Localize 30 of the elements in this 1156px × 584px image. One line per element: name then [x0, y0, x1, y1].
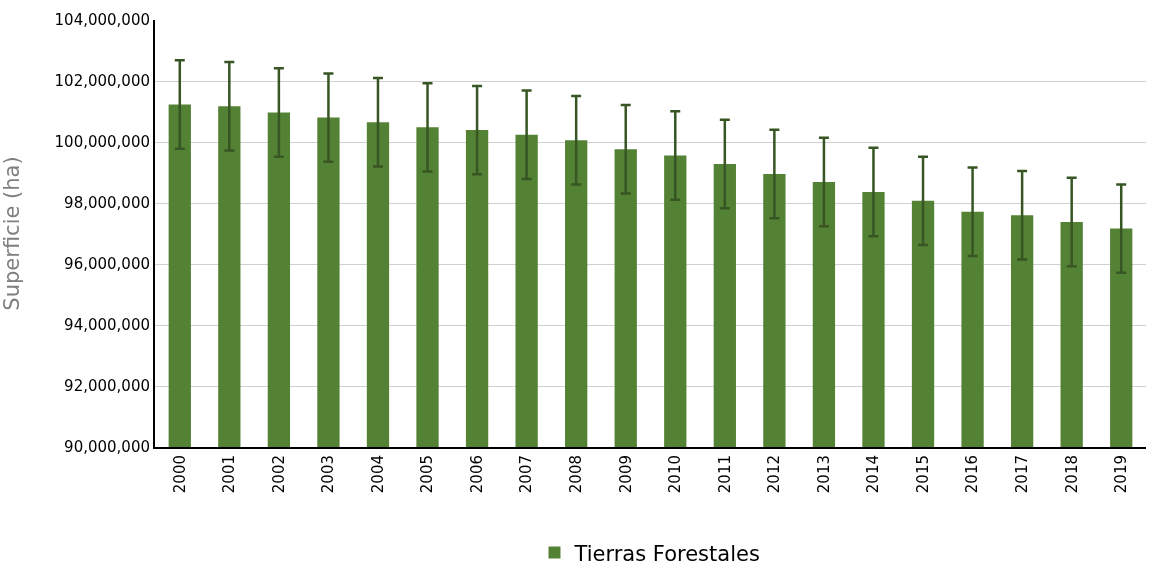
legend-label: Tierras Forestales — [573, 541, 760, 566]
y-axis-title: Superficie (ha) — [0, 156, 24, 311]
y-tick-label: 100,000,000 — [54, 133, 150, 152]
y-tick-label: 96,000,000 — [64, 255, 150, 274]
x-tick-label: 2004 — [368, 455, 387, 494]
x-tick-label: 2015 — [913, 455, 932, 494]
y-tick-label: 104,000,000 — [54, 11, 150, 30]
x-tick-label: 2011 — [715, 455, 734, 494]
x-tick-label: 2008 — [567, 455, 586, 494]
y-tick-label: 98,000,000 — [64, 194, 150, 213]
x-tick-label: 2013 — [814, 455, 833, 494]
y-tick-label: 94,000,000 — [64, 316, 150, 335]
x-tick-label: 2009 — [616, 455, 635, 494]
x-tick-label: 2003 — [319, 455, 338, 494]
x-tick-label: 2018 — [1062, 455, 1081, 494]
y-tick-label: 90,000,000 — [64, 438, 150, 457]
x-tick-label: 2014 — [864, 455, 883, 494]
x-tick-label: 2016 — [963, 455, 982, 494]
x-tick-label: 2017 — [1012, 455, 1031, 494]
x-tick-label: 2010 — [666, 455, 685, 494]
y-tick-label: 102,000,000 — [54, 72, 150, 91]
x-tick-label: 2002 — [269, 455, 288, 494]
x-tick-label: 2019 — [1112, 455, 1131, 494]
y-tick-label: 92,000,000 — [64, 377, 150, 396]
x-tick-label: 2007 — [517, 455, 536, 494]
x-tick-label: 2001 — [220, 455, 239, 494]
x-tick-label: 2006 — [467, 455, 486, 494]
x-tick-label: 2000 — [170, 455, 189, 494]
x-tick-label: 2012 — [765, 455, 784, 494]
x-tick-label: 2005 — [418, 455, 437, 494]
